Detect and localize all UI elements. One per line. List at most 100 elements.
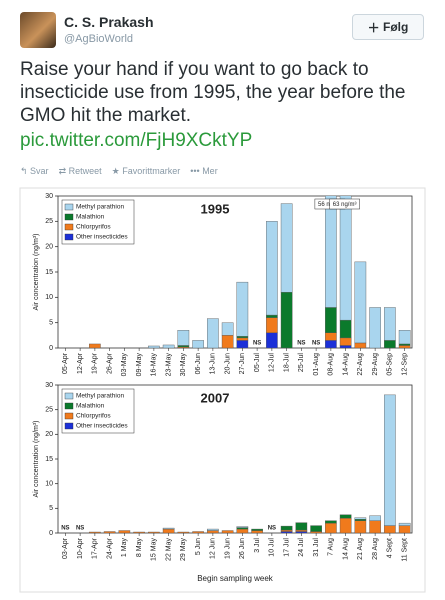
x-axis-label: Begin sampling week	[197, 574, 274, 583]
x-tick-label: 16-May	[151, 353, 158, 377]
avatar[interactable]	[20, 12, 56, 48]
gap-label: NS	[76, 526, 84, 532]
x-tick-label: 10 Jul	[269, 538, 276, 557]
legend-box	[61, 388, 135, 434]
bar-segment	[207, 530, 219, 533]
bar-segment	[236, 528, 249, 533]
bars	[89, 196, 411, 348]
gap-label: NS	[61, 526, 69, 532]
reply[interactable]: ↰ Svar	[20, 166, 49, 176]
bar-segment	[266, 317, 278, 334]
more[interactable]: ••• Mer	[190, 166, 218, 176]
bar-segment	[221, 530, 234, 533]
more-label: Mer	[202, 166, 218, 176]
y-tick-label: 20	[45, 431, 53, 438]
bar-segment	[354, 261, 367, 344]
bar-segment	[369, 515, 381, 521]
bar-segment	[310, 525, 322, 532]
x-tick-label: 1 May	[121, 538, 128, 558]
retweet-label: Retweet	[68, 166, 102, 176]
user-handle[interactable]: @AgBioWorld	[64, 33, 134, 45]
y-tick-label: 25	[45, 407, 53, 414]
bar-segment	[354, 342, 367, 348]
y-tick-label: 10	[45, 294, 53, 301]
reply-label: Svar	[30, 166, 49, 176]
bar-segment	[398, 330, 411, 345]
x-tick-label: 15 May	[151, 538, 158, 561]
tweet-link[interactable]: pic.twitter.com/FjH9XCktYP	[20, 130, 253, 151]
bar-segment	[177, 330, 190, 346]
bar-segment	[251, 528, 263, 531]
x-tick-label: 29 May	[180, 538, 187, 561]
x-tick-label: 26-Apr	[106, 352, 113, 374]
bar-segment	[325, 196, 337, 308]
bar-segment	[384, 340, 396, 348]
bar-segment	[295, 522, 308, 531]
bar-segment	[177, 531, 190, 533]
x-tick-label: 12 Jun	[210, 538, 217, 559]
x-tick-label: 17 Jul	[283, 538, 290, 557]
bar-segment	[148, 345, 160, 348]
legend-label: Chlorpyrifos	[76, 224, 111, 231]
bar-segment	[398, 525, 411, 533]
x-tick-label: 14-Aug	[342, 353, 349, 376]
x-tick-label: 12-Sep	[401, 353, 408, 376]
bar-segment	[398, 522, 411, 526]
bar-segment	[177, 345, 190, 348]
legend-swatch	[64, 392, 74, 400]
chart-title: 2007	[201, 390, 230, 405]
bar-segment	[295, 529, 308, 532]
legend-label: Chlorpyrifos	[76, 413, 111, 420]
bar-segment	[310, 531, 322, 533]
bar-segment	[236, 337, 249, 341]
bar-segment	[192, 340, 204, 348]
bar-segment	[266, 314, 278, 318]
retweet[interactable]: ⇄ Retweet	[58, 166, 102, 176]
bar-segment	[236, 526, 249, 528]
legend-box	[61, 199, 135, 245]
y-tick-label: 30	[45, 193, 53, 200]
bar-segment	[221, 335, 234, 348]
y-tick-label: 0	[49, 530, 53, 537]
follow-label: Følg	[383, 20, 409, 34]
x-tick-label: 05-Sep	[387, 353, 394, 376]
user-name[interactable]: C. S. Prakash	[64, 14, 154, 30]
y-tick-label: 10	[45, 481, 53, 488]
bar-segment	[192, 531, 204, 533]
bar-segment	[384, 394, 396, 526]
bar-segment	[207, 318, 219, 348]
gap-label: NS	[268, 526, 276, 532]
y-axis-label: Air concentration (ng/m³)	[33, 233, 40, 310]
bar-segment	[118, 530, 131, 533]
bar-segment	[266, 332, 278, 348]
x-tick-label: 11 Sept	[401, 538, 408, 562]
x-tick-label: 25-Jul	[298, 353, 305, 373]
y-tick-label: 20	[45, 244, 53, 251]
gap-label: NS	[297, 341, 305, 347]
bar-segment	[398, 343, 411, 346]
bar-segment	[369, 520, 381, 533]
bar-segment	[339, 337, 352, 346]
y-tick-label: 0	[49, 345, 53, 352]
bar-segment	[236, 527, 249, 530]
favorite[interactable]: ★ Favorittmarker	[111, 166, 181, 176]
bar-segment	[339, 514, 352, 519]
bar-segment	[236, 340, 249, 348]
x-tick-label: 22-Aug	[357, 353, 364, 376]
bar-segment	[236, 336, 249, 339]
x-tick-label: 26 Jun	[239, 538, 246, 559]
bar-segment	[103, 531, 116, 533]
legend-swatch	[64, 402, 74, 410]
x-tick-label: 28 Aug	[372, 538, 379, 560]
legend-label: Malathion	[76, 214, 105, 221]
legend-swatch	[64, 422, 74, 430]
bar-segment	[133, 531, 145, 533]
bar-segment	[325, 340, 337, 348]
legend-label: Methyl parathion	[76, 393, 124, 400]
follow-button[interactable]: ＋ Følg	[352, 14, 424, 40]
legend-swatch	[64, 203, 74, 211]
x-tick-label: 4 Sept	[387, 538, 394, 558]
bar-segment	[369, 307, 381, 348]
y-tick-label: 5	[49, 505, 53, 512]
x-tick-label: 29-Aug	[372, 353, 379, 376]
